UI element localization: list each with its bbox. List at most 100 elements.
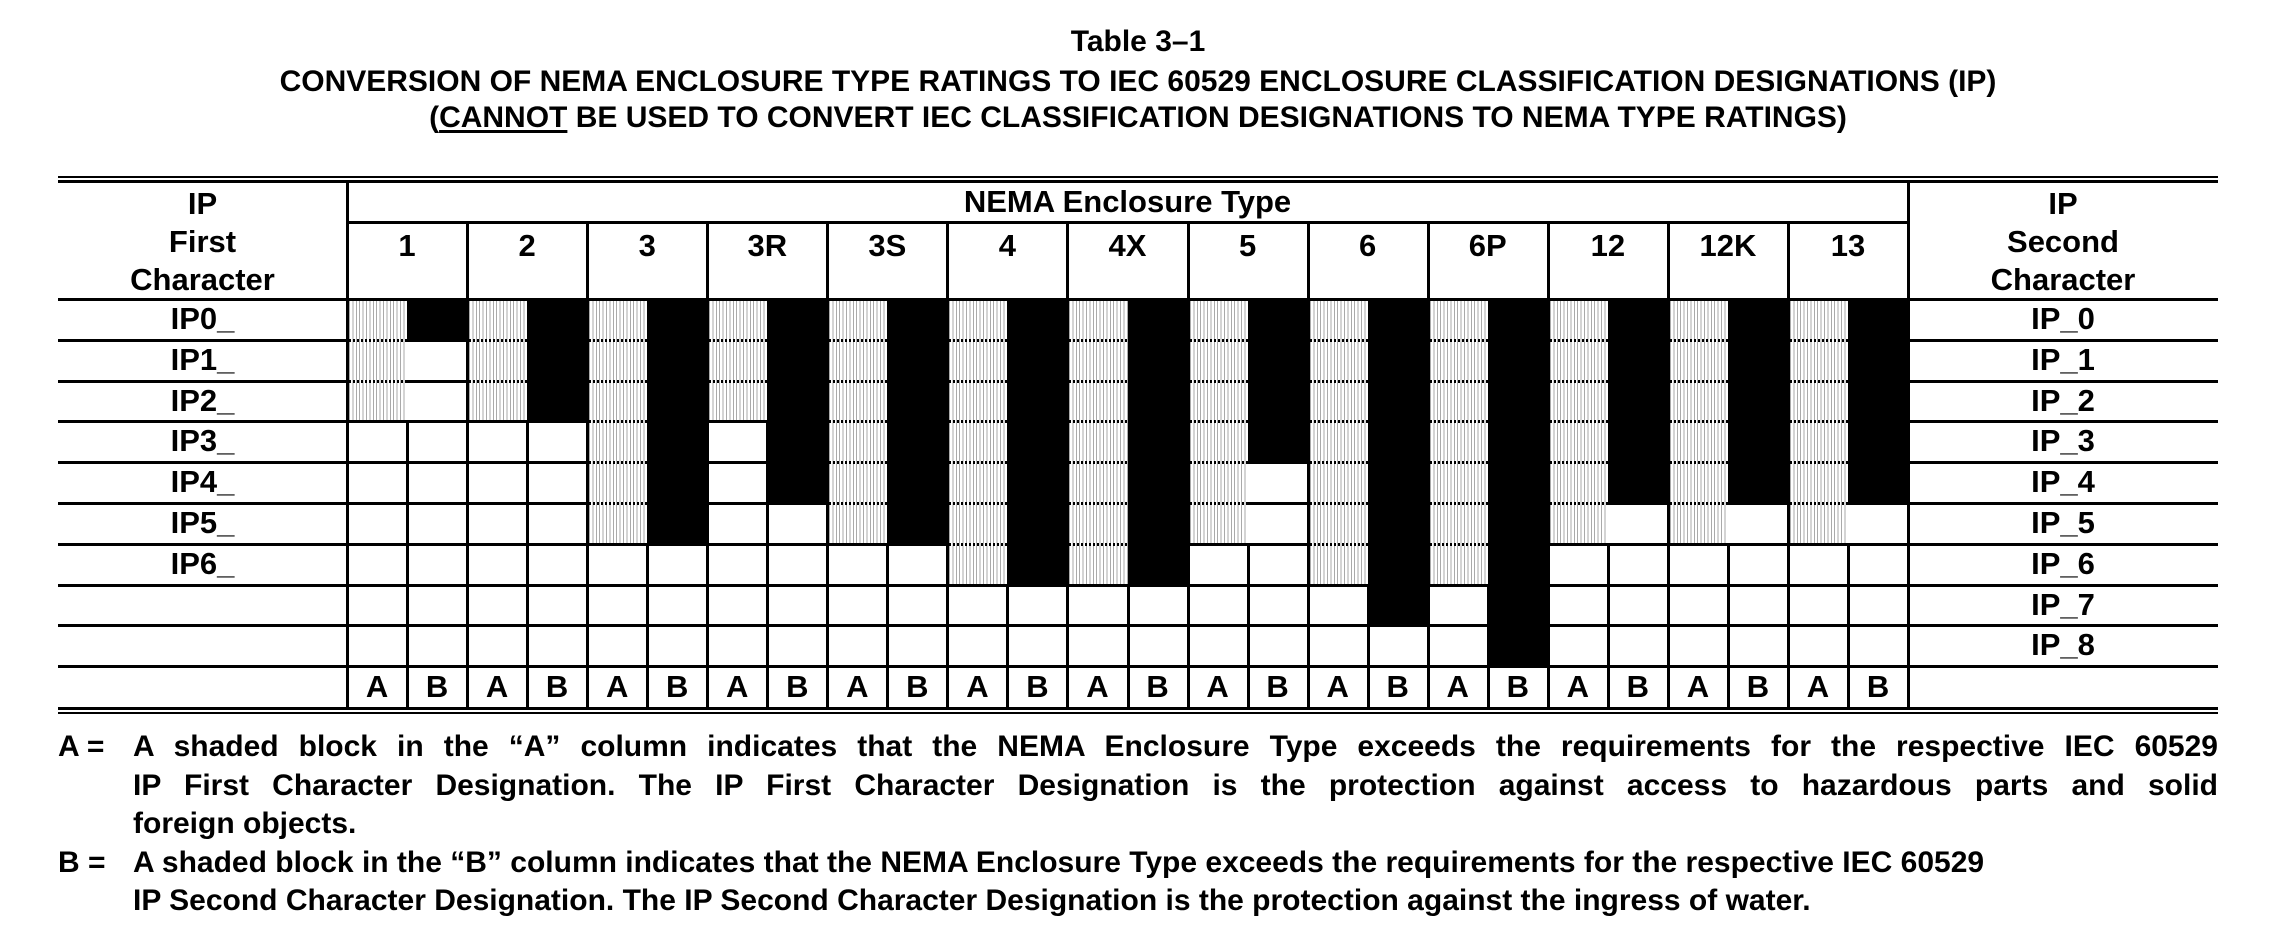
shade-b-3S (887, 299, 948, 544)
hatch-row-divider (1429, 420, 1488, 424)
nema-type-6P: 6P (1468, 228, 1507, 263)
type-divider (946, 222, 950, 708)
row-line (467, 420, 528, 424)
hatch-row-divider (1549, 379, 1608, 383)
row-line (947, 583, 1008, 587)
hatch-row-divider (1789, 461, 1848, 465)
row-line (407, 665, 468, 669)
ab-divider (1006, 584, 1010, 708)
hatch-row-divider (1309, 461, 1368, 465)
shade-b-6P (1487, 299, 1548, 667)
row-line (527, 542, 588, 546)
hatch-row-divider (1069, 338, 1128, 342)
row-line (1667, 298, 1728, 301)
hatch-row-divider (589, 502, 648, 505)
row-line (767, 665, 828, 669)
ip-second-char-label: IP_5 (2031, 505, 2095, 540)
row-line (1427, 665, 1488, 669)
row-line (527, 502, 588, 505)
row-line (1547, 298, 1608, 301)
shade-b-4X (1127, 299, 1188, 585)
row-line (1787, 542, 1848, 546)
row-line (1667, 542, 1728, 546)
row-line (1247, 298, 1308, 301)
row-line (1607, 583, 1668, 587)
row-line (1307, 298, 1368, 301)
shade-b-12 (1607, 299, 1668, 503)
nema-type-3R: 3R (747, 228, 788, 263)
type-divider (1426, 222, 1430, 708)
row-line (1187, 583, 1248, 587)
row-line (947, 298, 1008, 301)
nema-type-4X: 4X (1108, 228, 1147, 263)
hatch-row-divider (1789, 420, 1848, 424)
shade-b-2 (527, 299, 588, 422)
hatch-row-divider (1309, 338, 1368, 342)
first-char-header: First (168, 224, 237, 259)
hatch-row-divider (1429, 542, 1488, 546)
row-line (407, 542, 468, 546)
row-line-right (1908, 338, 2218, 342)
sub-column-a-label: A (1086, 669, 1109, 705)
sub-column-a-label: A (966, 669, 989, 705)
shade-b-3R (767, 299, 828, 503)
second-char-header: Character (1990, 262, 2136, 297)
nema-type-5: 5 (1238, 228, 1257, 263)
row-line (1487, 298, 1548, 301)
hatch-row-divider (1789, 379, 1848, 383)
row-line (1727, 542, 1788, 546)
shade-b-3 (647, 299, 708, 544)
hatch-row-divider (949, 502, 1008, 505)
note-text: A shaded block in the “B” column indicat… (133, 844, 2218, 921)
row-line-left (58, 624, 347, 628)
row-line-left (58, 665, 347, 669)
row-line (1727, 665, 1788, 669)
row-line (1127, 583, 1188, 587)
hatch-row-divider (949, 338, 1008, 342)
type-divider (1306, 222, 1310, 708)
shade-a-2 (469, 299, 528, 422)
group-header-divider (347, 221, 1908, 224)
row-line-left (58, 583, 347, 587)
ip-second-char-label: IP_3 (2031, 423, 2095, 459)
row-line (467, 298, 528, 301)
row-line (827, 624, 888, 628)
row-line (1127, 665, 1188, 669)
row-line (947, 665, 1008, 669)
hatch-row-divider (1189, 338, 1248, 342)
sub-column-a-label: A (726, 669, 749, 705)
row-line (527, 298, 588, 301)
type-divider (1186, 222, 1190, 708)
hatch-row-divider (709, 379, 768, 383)
row-line (1247, 542, 1308, 546)
sub-column-a-label: A (1206, 669, 1229, 705)
nema-type-12: 12 (1590, 228, 1626, 263)
row-line-left (58, 461, 347, 465)
row-line (407, 502, 468, 505)
row-line (707, 624, 768, 628)
row-line (1547, 583, 1608, 587)
nema-type-12K: 12K (1699, 228, 1757, 263)
ab-divider (1246, 543, 1250, 708)
second-char-header: IP (2048, 186, 2078, 221)
ip-first-char-label: IP6_ (170, 545, 235, 581)
hatch-row-divider (1549, 338, 1608, 342)
hatch-row-divider (1069, 542, 1128, 546)
hatch-row-divider (1309, 502, 1368, 505)
row-line (527, 624, 588, 628)
hatch-row-divider (829, 338, 888, 342)
row-line (1787, 665, 1848, 669)
nema-type-3S: 3S (868, 228, 907, 263)
nema-type-1: 1 (398, 228, 416, 263)
hatch-row-divider (1309, 542, 1368, 546)
ab-divider (1126, 584, 1130, 708)
row-line-left (58, 420, 347, 424)
hatch-row-divider (1549, 420, 1608, 424)
hatch-row-divider (1789, 502, 1848, 505)
hatch-row-divider (829, 379, 888, 383)
row-line (587, 583, 648, 587)
row-line (887, 624, 948, 628)
row-line (467, 583, 528, 587)
first-char-divider (346, 180, 349, 708)
row-line (647, 583, 708, 587)
